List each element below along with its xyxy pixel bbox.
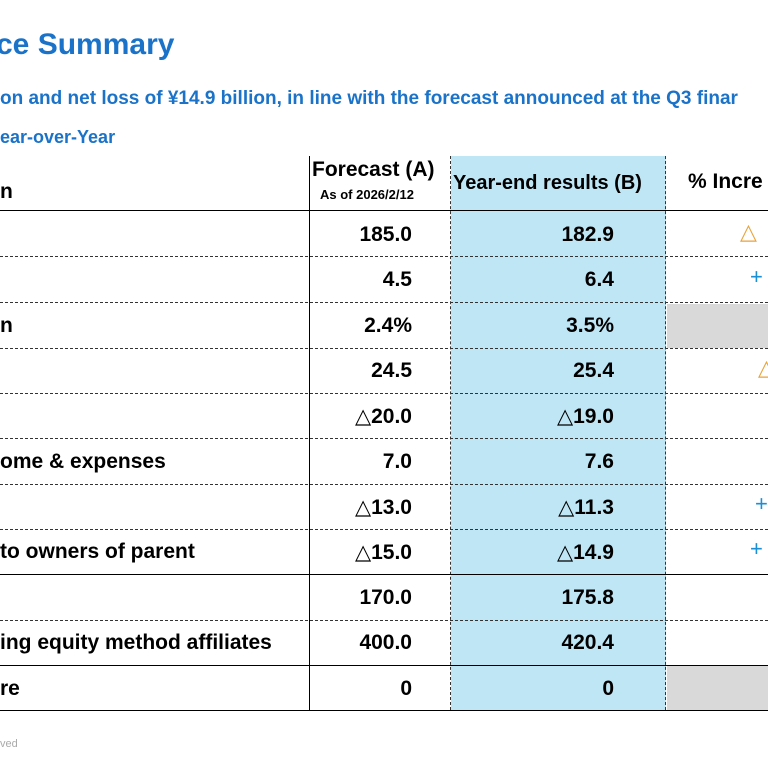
- results-header: Year-end results (B): [453, 172, 642, 194]
- result-value: △19.0: [556, 405, 614, 428]
- row-label: n: [0, 314, 13, 337]
- row-label: re: [0, 677, 20, 700]
- forecast-value: 400.0: [359, 631, 412, 654]
- result-value: 182.9: [561, 223, 614, 246]
- row-label: to owners of parent: [0, 540, 195, 563]
- forecast-value: 170.0: [359, 586, 412, 609]
- summary-subtitle: on and net loss of ¥14.9 billion, in lin…: [0, 88, 738, 109]
- forecast-value: 7.0: [382, 450, 412, 473]
- page-title: ce Summary: [0, 28, 175, 61]
- pct-increase-header: % Incre: [688, 170, 763, 193]
- pct-cell-empty: [667, 304, 768, 348]
- row-divider: [0, 256, 768, 257]
- result-value: 175.8: [561, 586, 614, 609]
- section-divider: [0, 574, 768, 575]
- row-divider: [0, 620, 768, 621]
- row-divider: [0, 438, 768, 439]
- forecast-value: 2.4%: [364, 314, 412, 337]
- column-divider: [450, 156, 451, 710]
- forecast-value: 185.0: [359, 223, 412, 246]
- row-divider: [0, 529, 768, 530]
- header-divider: [0, 210, 768, 211]
- decrease-triangle-icon: △: [740, 219, 757, 244]
- result-value: 25.4: [573, 359, 614, 382]
- row-header-label: n: [0, 180, 13, 203]
- row-label: ing equity method affiliates: [0, 631, 272, 654]
- decrease-triangle-icon: △: [758, 355, 768, 380]
- results-column-highlight: [451, 156, 666, 710]
- section-divider: [0, 665, 768, 666]
- row-divider: [0, 348, 768, 349]
- increase-plus-icon: +: [750, 536, 763, 561]
- forecast-value: △13.0: [354, 496, 412, 519]
- result-value: △11.3: [558, 496, 614, 519]
- section-subhead: ear-over-Year: [0, 127, 116, 147]
- result-value: 0: [602, 677, 614, 700]
- footer-copyright: ved: [0, 738, 18, 750]
- result-value: 7.6: [584, 450, 614, 473]
- result-value: △14.9: [556, 541, 614, 564]
- forecast-value: 4.5: [382, 268, 412, 291]
- result-value: 6.4: [584, 268, 614, 291]
- forecast-value: △20.0: [354, 405, 412, 428]
- row-label: ome & expenses: [0, 450, 166, 473]
- pct-cell-empty: [667, 666, 768, 710]
- forecast-value: 0: [400, 677, 412, 700]
- column-divider: [665, 156, 666, 710]
- row-divider: [0, 393, 768, 394]
- row-divider: [0, 484, 768, 485]
- row-divider: [0, 302, 768, 303]
- increase-plus-icon: +: [755, 491, 768, 516]
- forecast-date: As of 2026/2/12: [320, 187, 414, 202]
- result-value: 3.5%: [566, 314, 614, 337]
- forecast-header: Forecast (A): [312, 158, 435, 181]
- result-value: 420.4: [561, 631, 614, 654]
- forecast-value: △15.0: [354, 541, 412, 564]
- forecast-value: 24.5: [371, 359, 412, 382]
- table-bottom-border: [0, 710, 768, 711]
- column-divider: [309, 156, 310, 710]
- increase-plus-icon: +: [750, 264, 763, 289]
